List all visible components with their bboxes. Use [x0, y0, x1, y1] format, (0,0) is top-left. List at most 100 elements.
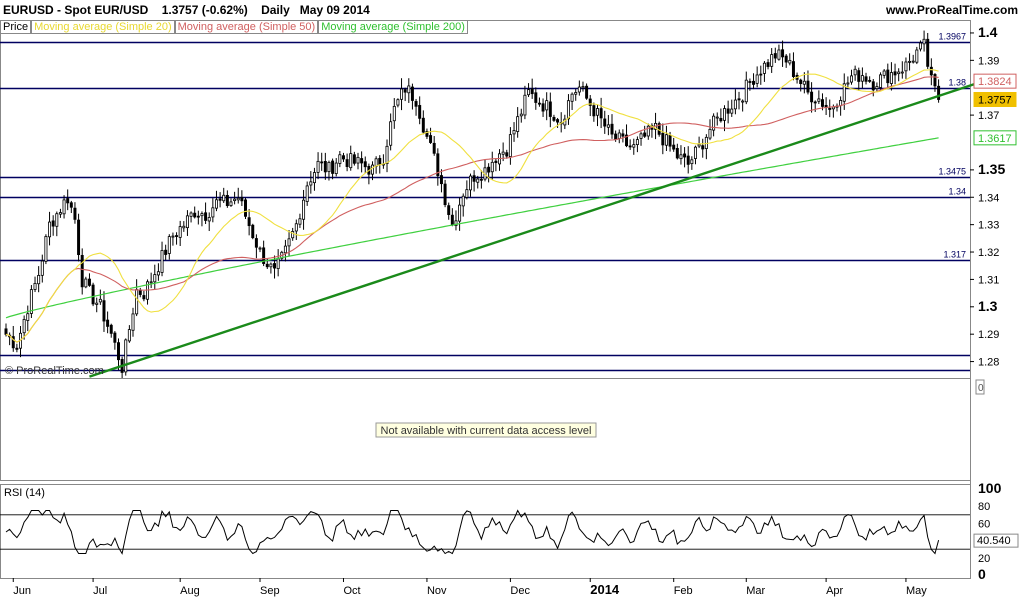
candle-body — [378, 157, 382, 166]
candle-body — [795, 74, 799, 80]
candle — [675, 143, 679, 160]
candle — [766, 59, 770, 70]
candle-body — [846, 82, 850, 85]
candle — [868, 76, 872, 83]
volume-panel: Not available with current data access l… — [0, 378, 985, 481]
candle — [44, 234, 48, 265]
candle — [770, 48, 774, 73]
candle — [149, 272, 153, 289]
candle — [846, 76, 850, 89]
candle-body — [77, 219, 81, 256]
x-label-0: Jun — [13, 585, 31, 597]
candle — [646, 123, 650, 140]
candle-body — [839, 100, 843, 107]
candle-body — [283, 245, 287, 254]
candle — [80, 248, 84, 295]
candle — [635, 136, 639, 153]
candle — [51, 215, 55, 236]
candle-body — [752, 80, 756, 85]
candle — [305, 181, 309, 206]
y-tick-label-3: 1.35 — [978, 161, 1005, 177]
rsi-tick-4: 0 — [978, 566, 986, 582]
candle — [229, 198, 233, 207]
candle — [276, 249, 280, 277]
candle — [189, 211, 193, 223]
candle — [712, 113, 716, 137]
candle-body — [915, 49, 919, 63]
legend-price[interactable]: Price — [0, 20, 32, 34]
candle — [11, 325, 15, 352]
x-label-10: Apr — [826, 585, 843, 597]
candle-body — [646, 125, 650, 137]
candle-body — [824, 104, 828, 108]
candle — [374, 156, 378, 174]
candle — [233, 191, 237, 205]
candle — [773, 47, 777, 63]
candle — [654, 112, 658, 140]
rsi-value-bg — [973, 533, 1019, 548]
candle — [817, 90, 821, 105]
watermark: © ProRealTime.com — [5, 365, 104, 377]
candle-body — [91, 284, 95, 305]
candle-body — [741, 100, 745, 103]
candle-body — [498, 153, 502, 165]
candle-body — [632, 144, 636, 148]
candle — [806, 70, 810, 95]
candle-body — [262, 247, 266, 264]
candle-body — [668, 135, 672, 147]
brand-link[interactable]: www.ProRealTime.com — [885, 3, 1018, 17]
candle — [287, 230, 291, 257]
x-label-5: Nov — [427, 585, 447, 597]
candle — [697, 136, 701, 149]
candle — [777, 44, 781, 61]
candle — [831, 104, 835, 118]
candle — [820, 93, 824, 111]
candle — [447, 202, 451, 220]
candle — [516, 107, 520, 138]
candle-body — [730, 108, 734, 114]
candle-body — [770, 54, 774, 67]
trendline — [89, 75, 998, 378]
rsi-frame — [0, 484, 971, 579]
candle-body — [831, 106, 835, 110]
candle-body — [657, 123, 661, 135]
candle-body — [505, 152, 509, 157]
candle — [26, 305, 30, 332]
candle — [850, 69, 853, 85]
candle-body — [233, 198, 237, 202]
candle-body — [447, 205, 451, 215]
candle-body — [820, 99, 824, 107]
candle — [91, 282, 95, 307]
candle — [309, 171, 313, 194]
candle-body — [610, 123, 614, 135]
candle-body — [392, 105, 396, 122]
candle — [429, 127, 433, 144]
candle — [461, 193, 465, 217]
candle — [839, 96, 843, 116]
legend-ma20[interactable]: Moving average (Simple 20) — [31, 20, 175, 34]
legend-ma50[interactable]: Moving average (Simple 50) — [174, 20, 319, 34]
candle-body — [316, 160, 320, 173]
candle-body — [66, 198, 70, 204]
candle — [476, 175, 480, 189]
price-panel[interactable] — [0, 20, 971, 578]
candle-body — [229, 201, 233, 206]
candle — [802, 72, 806, 94]
candle — [857, 67, 861, 91]
candle — [171, 232, 175, 246]
candle-body — [117, 342, 120, 361]
candle-body — [523, 94, 527, 116]
candle-body — [432, 142, 436, 154]
candle-body — [312, 172, 316, 184]
candle — [316, 152, 320, 180]
candle — [628, 139, 632, 150]
candle — [795, 72, 799, 84]
legend-ma200[interactable]: Moving average (Simple 200) — [318, 20, 468, 34]
candle — [204, 202, 208, 224]
candle — [577, 80, 581, 96]
candle-body — [341, 155, 345, 160]
candle-body — [541, 103, 545, 112]
candle-body — [367, 165, 371, 175]
candle-body — [356, 156, 360, 164]
candle — [167, 234, 171, 260]
